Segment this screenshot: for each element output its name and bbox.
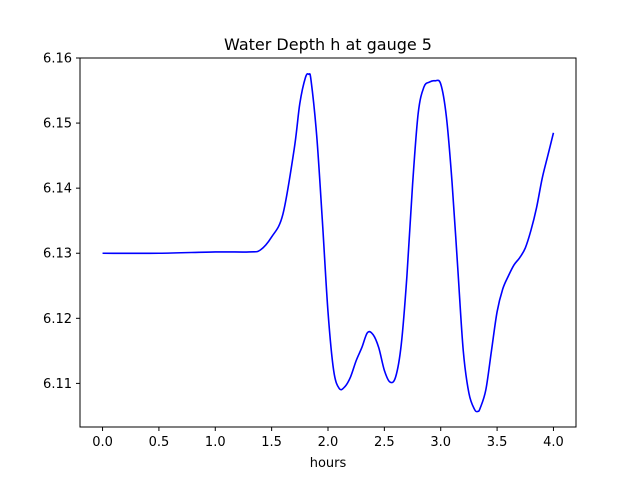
y-tick-label: 6.13 [43,247,72,262]
x-tick-label: 1.0 [205,435,226,450]
x-tick-label: 3.0 [430,435,451,450]
y-tick-label: 6.16 [43,52,72,67]
series-line [102,72,555,413]
x-tick-label: 0.0 [92,435,113,450]
x-axis-label: hours [310,456,347,471]
x-tick-label: 2.0 [318,435,339,450]
y-tick-label: 6.14 [43,182,72,197]
y-tick-label: 6.11 [43,377,72,392]
y-axis: 6.11 6.12 6.13 6.14 6.15 6.16 [43,52,80,392]
y-tick-label: 6.15 [43,117,72,132]
x-tick-label: 0.5 [149,435,170,450]
x-tick-label: 4.0 [543,435,564,450]
x-tick-label: 2.5 [374,435,395,450]
plot-frame [79,57,577,428]
x-axis: 0.0 0.5 1.0 1.5 2.0 2.5 3.0 3.5 4.0 [92,427,564,450]
x-tick-label: 1.5 [261,435,282,450]
x-tick-label: 3.5 [487,435,508,450]
y-tick-label: 6.12 [43,312,72,327]
chart-title: Water Depth h at gauge 5 [224,35,432,54]
